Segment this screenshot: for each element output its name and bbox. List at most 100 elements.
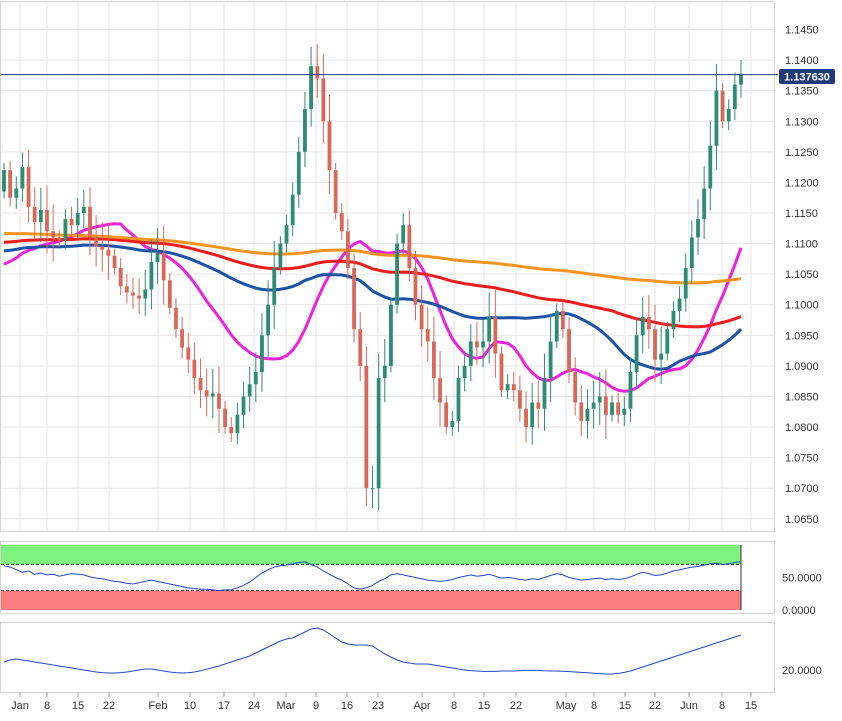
x-tick-label: May [556,700,577,712]
price-tick-label: 1.1200 [785,177,819,189]
candle-body [167,280,172,308]
overbought-zone [1,545,741,565]
candle-body [272,268,277,305]
adx-polyline [3,627,742,675]
candle-body [579,402,584,421]
candle-body [432,341,436,379]
candle-body [382,365,387,379]
candle-body [81,206,86,213]
rsi-polyline [3,561,742,592]
x-tick-label: 8 [719,700,725,712]
candle-body [180,329,185,348]
rsi-tick-label: 0.0000 [782,605,816,617]
x-tick-label: 15 [478,700,490,712]
candle-body [597,396,602,403]
candle-body [223,408,228,428]
price-tick-label: 1.1050 [785,269,819,281]
price-tick-label: 1.1250 [785,147,819,159]
candle-body [376,378,381,489]
candle-body [32,206,37,223]
last-price-tag: 1.137630 [779,69,835,84]
x-tick-label: 9 [313,700,319,712]
price-tick-label: 1.1100 [785,239,818,251]
candle-body [8,170,13,198]
candle-body [333,170,338,213]
candle-body [475,341,479,348]
candle-body [493,316,498,354]
candle-body [653,329,657,360]
candle-body [339,212,344,232]
x-tick-label: 10 [184,700,196,712]
candle-body [241,396,246,415]
candle-body [554,310,559,342]
candle-body [591,402,596,409]
candle-body [20,167,25,189]
candle-body [370,488,375,490]
candle-body [542,378,547,409]
sma-200-line [3,231,742,285]
candle-body [75,212,80,226]
candle-body [14,188,19,198]
candle-body [229,427,234,434]
candle-body [2,170,6,192]
candle-body [407,225,412,269]
candle-body [327,121,332,171]
candle-body [505,384,510,391]
candle-body [425,329,430,342]
moving-averages [3,222,743,393]
x-tick-label: 15 [619,700,631,712]
candle-body [646,316,651,330]
candle-body [573,371,578,403]
candle-body [603,396,608,415]
candle-body [143,289,148,299]
oversold-zone [1,590,741,610]
price-tick-label: 1.1300 [785,116,819,128]
candle-body [419,304,424,330]
x-tick-label: 15 [72,700,84,712]
x-tick-label: 22 [510,700,522,712]
candle-body [438,378,442,403]
candle-body [499,353,504,391]
x-tick-label: 17 [218,700,230,712]
candle-body [69,219,74,226]
candle-body [536,402,541,409]
rsi-tick-label: 50.0000 [782,573,822,585]
candle-body [517,390,522,409]
candle-body [364,365,369,489]
candle-body [284,225,289,244]
candle-body [677,298,682,311]
price-tick-label: 1.0750 [785,453,819,465]
candle-body [137,295,142,299]
candle-body [204,390,209,397]
candle-body [659,353,664,360]
candle-body [112,255,117,269]
candle-body [260,335,264,372]
candle-body [352,268,356,330]
price-tick-label: 1.1400 [785,55,819,67]
candle-body [511,384,516,391]
candle-body [118,268,123,287]
price-axis: 1.0650 1.0700 1.0750 1.0800 1.0850 1.0900 1.09… [785,25,819,526]
candle-body [45,209,49,232]
candle-body [247,384,252,397]
x-tick-label: Jan [11,700,29,712]
candle-body [468,341,473,366]
candle-body [401,225,406,244]
candle-body [444,402,449,428]
price-tick-label: 1.0650 [785,514,819,526]
candle-body [88,206,92,238]
candle-body [309,66,313,110]
candle-body [51,231,56,238]
candle-body [628,371,633,409]
candle-body [739,74,743,85]
x-tick-label: 22 [103,700,115,712]
candlesticks [2,44,743,511]
candle-body [585,408,590,421]
candle-body [389,304,393,366]
adx-panel [0,622,775,693]
sma-50-line [3,243,743,371]
candle-body [610,402,614,415]
candle-body [100,246,105,250]
rsi-zones [1,545,742,610]
